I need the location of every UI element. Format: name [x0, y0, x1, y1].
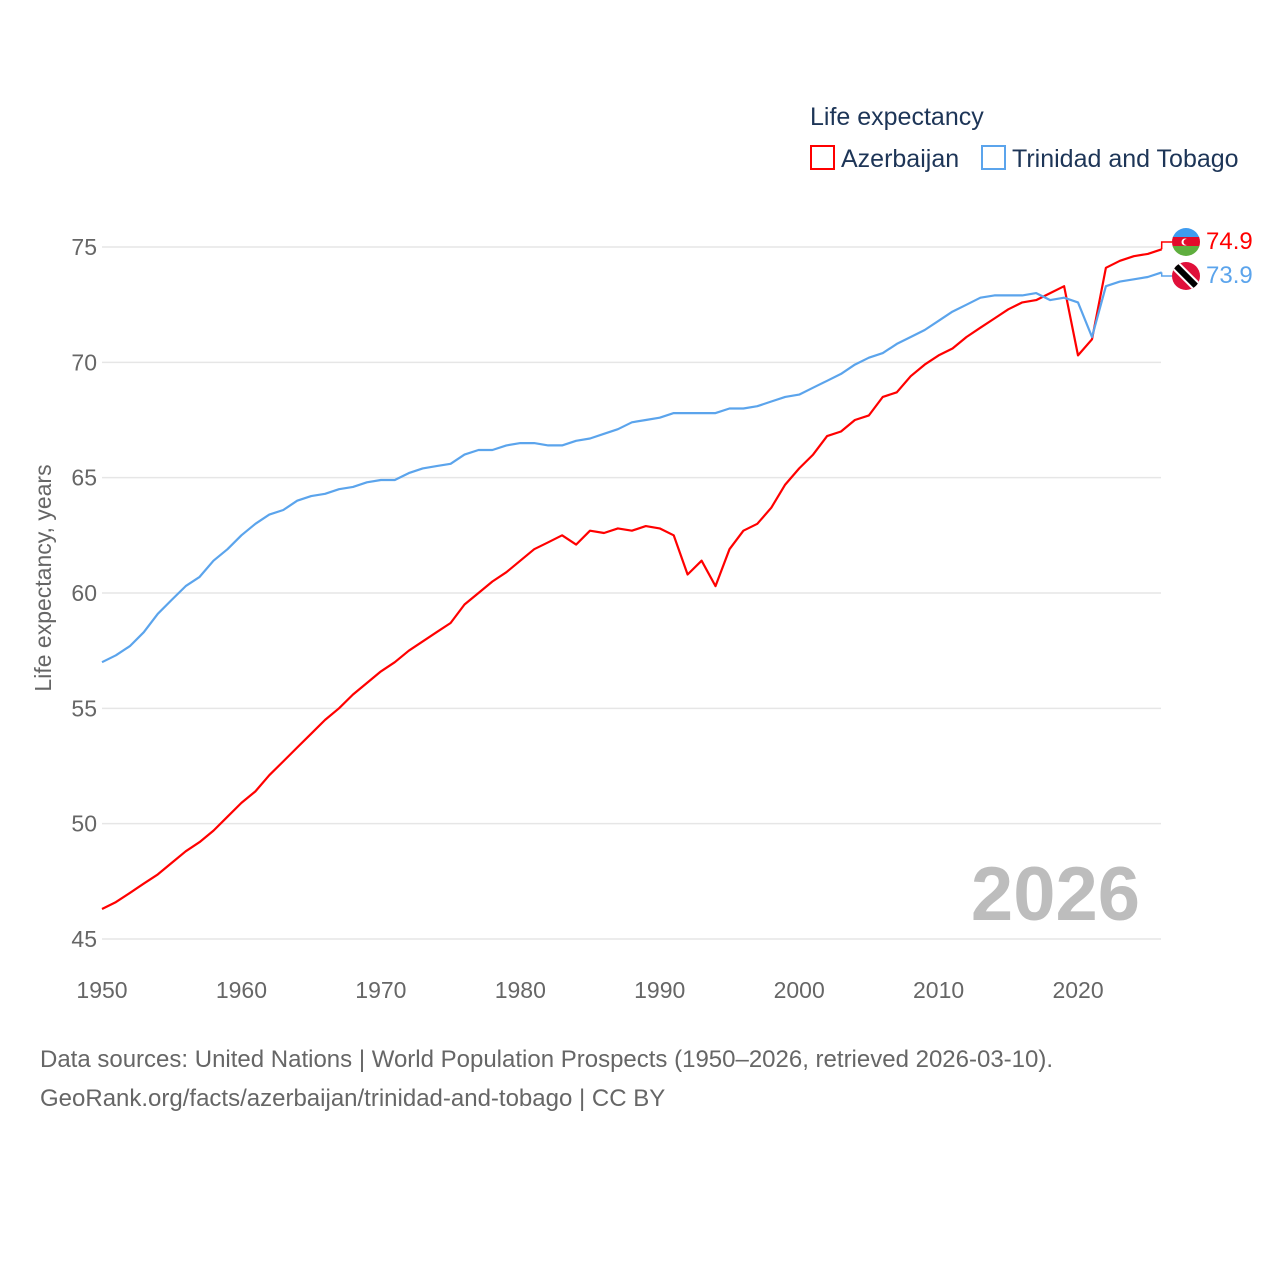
year-watermark: 2026	[971, 852, 1140, 937]
legend-swatch-trinidad-and-tobago	[981, 145, 1006, 170]
series-line-trinidad-and-tobago	[101, 271, 1163, 664]
legend-item-azerbaijan[interactable]: Azerbaijan	[810, 145, 959, 173]
legend-label-azerbaijan: Azerbaijan	[841, 145, 959, 173]
x-tick-label: 1950	[76, 977, 127, 1003]
y-axis-label: Life expectancy, years	[30, 464, 56, 691]
legend-label-trinidad-and-tobago: Trinidad and Tobago	[1012, 145, 1239, 173]
azerbaijan-flag-icon	[1172, 228, 1200, 256]
legend-title: Life expectancy	[810, 103, 984, 131]
y-tick-label: 70	[71, 349, 97, 375]
x-tick-label: 1990	[634, 977, 685, 1003]
end-connector	[1160, 272, 1172, 277]
legend-swatch-azerbaijan	[810, 145, 835, 170]
end-label-azerbaijan: 74.9	[1206, 228, 1253, 255]
source-link[interactable]: GeoRank.org/facts/azerbaijan/trinidad-an…	[40, 1085, 666, 1112]
y-tick-label: 45	[71, 926, 97, 952]
y-tick-label: 55	[71, 695, 97, 721]
x-tick-label: 1960	[216, 977, 267, 1003]
series-line-azerbaijan	[101, 248, 1163, 910]
trinidad-and-tobago-flag-icon	[1172, 262, 1200, 290]
x-tick-label: 2010	[913, 977, 964, 1003]
x-tick-label: 2000	[774, 977, 825, 1003]
end-label-trinidad-and-tobago: 73.9	[1206, 262, 1253, 289]
data-sources-text: Data sources: United Nations | World Pop…	[40, 1046, 1054, 1073]
x-tick-label: 2020	[1052, 977, 1103, 1003]
x-tick-label: 1970	[355, 977, 406, 1003]
y-tick-label: 65	[71, 465, 97, 491]
end-connector	[1160, 241, 1172, 250]
y-tick-label: 75	[71, 234, 97, 260]
y-tick-label: 60	[71, 580, 97, 606]
y-tick-label: 50	[71, 811, 97, 837]
legend: Life expectancy Azerbaijan Trinidad and …	[810, 103, 1239, 173]
legend-item-trinidad-and-tobago[interactable]: Trinidad and Tobago	[981, 145, 1239, 173]
x-tick-label: 1980	[495, 977, 546, 1003]
